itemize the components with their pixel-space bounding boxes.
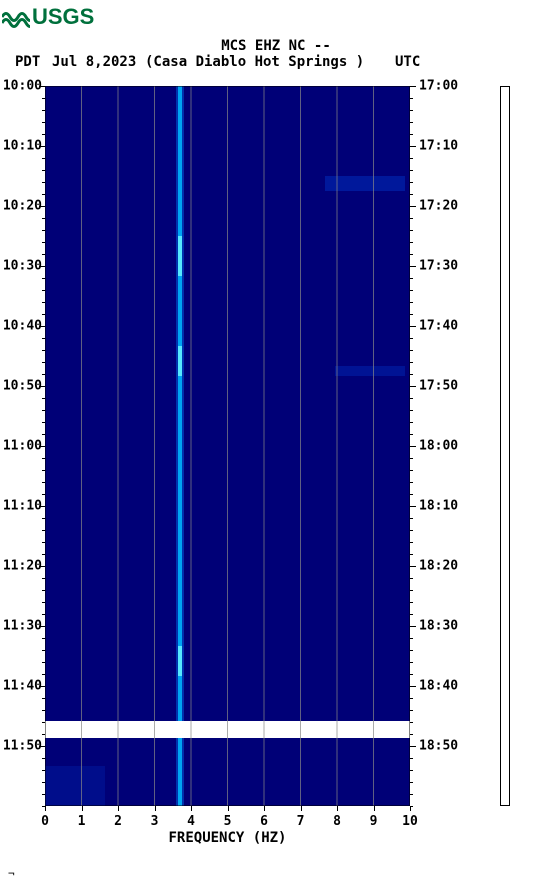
y-right-tick-label: 18:50: [419, 739, 463, 754]
y-left-tick-label: 11:00: [0, 439, 42, 454]
usgs-logo: USGS: [2, 4, 94, 30]
x-tick-label: 2: [114, 814, 122, 829]
y-left-tick-label: 10:40: [0, 319, 42, 334]
x-tick-label: 1: [78, 814, 86, 829]
x-axis-label: FREQUENCY (HZ): [45, 830, 410, 846]
y-left-tick-label: 10:10: [0, 139, 42, 154]
y-left-tick-label: 11:10: [0, 499, 42, 514]
y-right-tick-label: 17:20: [419, 199, 463, 214]
x-tick-label: 4: [187, 814, 195, 829]
x-tick-label: 3: [151, 814, 159, 829]
y-left-tick-label: 10:00: [0, 79, 42, 94]
x-tick-label: 5: [224, 814, 232, 829]
station-label: (Casa Diablo Hot Springs ): [145, 54, 364, 70]
y-left-tick-label: 11:50: [0, 739, 42, 754]
y-left-tick-label: 11:20: [0, 559, 42, 574]
chart-title-line1: MCS EHZ NC --: [0, 38, 552, 54]
y-left-tick-label: 10:50: [0, 379, 42, 394]
y-right-tick-label: 17:10: [419, 139, 463, 154]
y-right-tick-label: 18:10: [419, 499, 463, 514]
y-right-tick-label: 17:50: [419, 379, 463, 394]
y-left-tick-label: 11:30: [0, 619, 42, 634]
y-right-tick-label: 18:20: [419, 559, 463, 574]
y-right-tick-label: 17:00: [419, 79, 463, 94]
spectrogram-svg: [45, 86, 410, 806]
colorbar: [500, 86, 510, 806]
x-tick-label: 8: [333, 814, 341, 829]
y-right-tick-label: 18:00: [419, 439, 463, 454]
y-left-tick-label: 10:30: [0, 259, 42, 274]
x-tick-label: 6: [260, 814, 268, 829]
y-right-tick-label: 17:30: [419, 259, 463, 274]
utc-label: UTC: [395, 54, 420, 70]
y-left-tick-label: 11:40: [0, 679, 42, 694]
y-right-tick-label: 17:40: [419, 319, 463, 334]
footer-mark: ¬: [8, 867, 15, 880]
y-axis-left: 10:0010:1010:2010:3010:4010:5011:0011:10…: [0, 86, 44, 806]
wave-icon: [2, 6, 30, 28]
x-tick-label: 7: [297, 814, 305, 829]
y-right-tick-label: 18:30: [419, 619, 463, 634]
y-right-tick-label: 18:40: [419, 679, 463, 694]
x-tick-label: 0: [41, 814, 49, 829]
pdt-label: PDT: [15, 54, 40, 70]
spectrogram-plot: [45, 86, 410, 806]
x-tick-label: 10: [402, 814, 418, 829]
x-tick-label: 9: [370, 814, 378, 829]
date-label: Jul 8,2023: [52, 54, 136, 70]
logo-text: USGS: [32, 4, 94, 30]
y-left-tick-label: 10:20: [0, 199, 42, 214]
y-axis-right: 17:0017:1017:2017:3017:4017:5018:0018:10…: [415, 86, 459, 806]
x-axis: 012345678910 FREQUENCY (HZ): [45, 812, 410, 842]
